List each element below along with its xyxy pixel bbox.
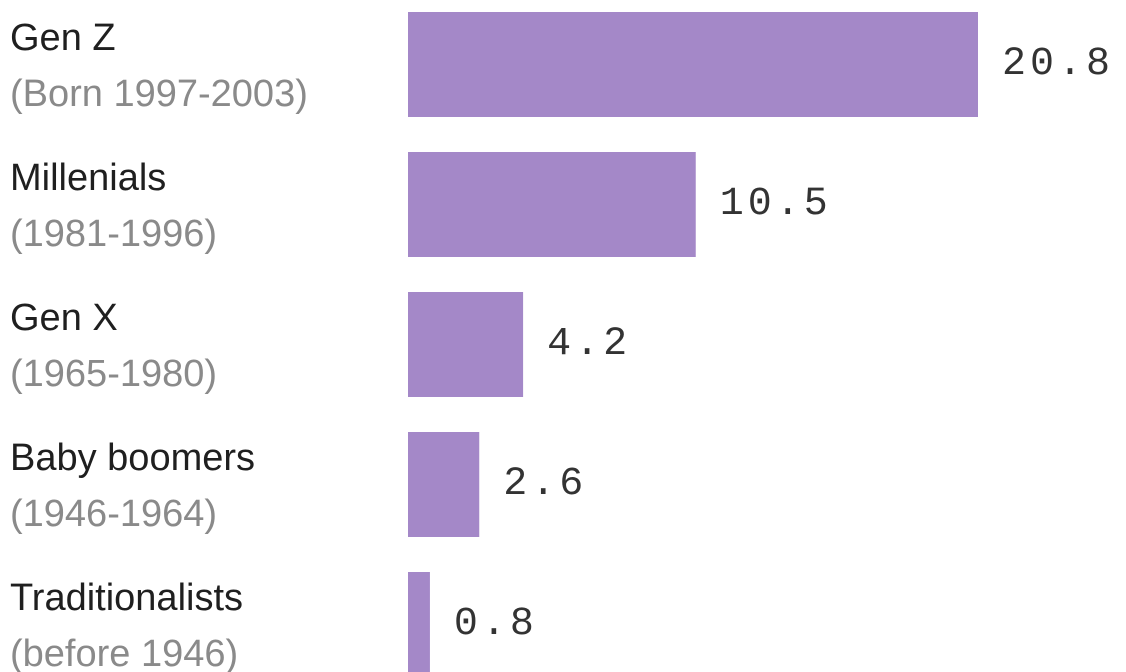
bar-row: Baby boomers (1946-1964) 2.6 — [10, 432, 587, 537]
bar — [408, 572, 430, 672]
bar-row: Millenials (1981-1996) 10.5 — [10, 152, 832, 257]
category-label: Gen X — [10, 297, 118, 339]
category-label: Baby boomers — [10, 437, 255, 479]
value-label: 2.6 — [503, 462, 587, 507]
bar — [408, 12, 978, 117]
value-label: 10.5 — [720, 182, 832, 227]
bar — [408, 432, 480, 537]
category-sublabel: (1965-1980) — [10, 353, 217, 395]
bar-row: Traditionalists (before 1946) 0.8 — [10, 572, 538, 672]
category-label: Gen Z — [10, 17, 116, 59]
category-sublabel: (1946-1964) — [10, 493, 217, 535]
category-sublabel: (1981-1996) — [10, 213, 217, 255]
bar-row: Gen X (1965-1980) 4.2 — [10, 292, 631, 397]
value-label: 20.8 — [1002, 42, 1114, 87]
category-sublabel: (Born 1997-2003) — [10, 73, 308, 115]
value-label: 0.8 — [454, 602, 538, 647]
category-label: Millenials — [10, 157, 166, 199]
value-label: 4.2 — [547, 322, 631, 367]
category-label: Traditionalists — [10, 577, 243, 619]
bar-row: Gen Z (Born 1997-2003) 20.8 — [10, 12, 1114, 117]
bar — [408, 152, 696, 257]
bar — [408, 292, 524, 397]
category-sublabel: (before 1946) — [10, 633, 238, 672]
